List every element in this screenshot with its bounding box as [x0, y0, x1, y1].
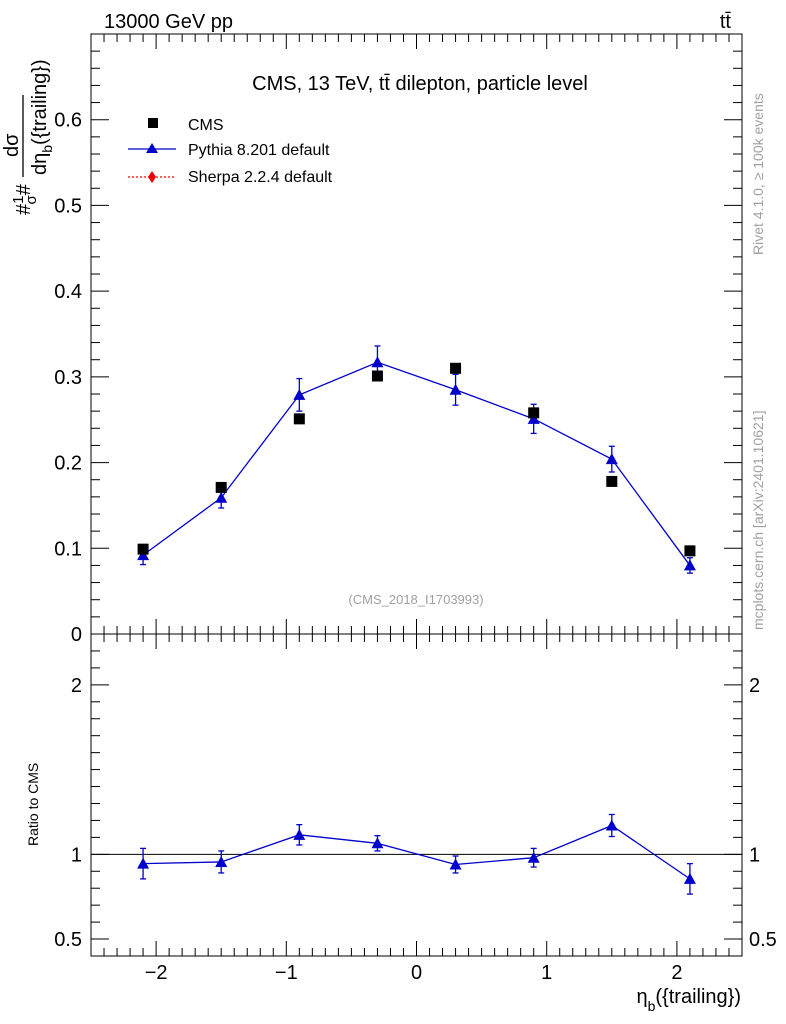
- cms-point: [215, 481, 227, 493]
- cms-point: [137, 543, 149, 555]
- ratio-line: [143, 824, 691, 880]
- cms-point: [684, 545, 696, 557]
- legend-cms-marker: [148, 118, 158, 128]
- ratio-point: [293, 828, 306, 840]
- y-tick-label: 0.6: [54, 110, 82, 132]
- pythia-point: [605, 453, 618, 465]
- ratio-point: [605, 819, 618, 831]
- ratio-point: [683, 872, 696, 884]
- ratio-panel-frame: [90, 633, 743, 957]
- pythia-point: [449, 383, 462, 395]
- svg-text:dηb({trailing}): dηb({trailing}): [29, 59, 55, 175]
- y-tick-label: 0.3: [54, 367, 82, 389]
- ratio-point: [137, 857, 150, 869]
- y-tick-label: 0.5: [54, 195, 82, 217]
- y-tick-label: 0.2: [54, 453, 82, 475]
- legend-cms-label: CMS: [188, 117, 224, 134]
- pythia-point: [215, 491, 228, 503]
- ratio-y-tick-label: 2: [71, 675, 82, 697]
- ratio-y-tick-label: 0.5: [54, 929, 82, 951]
- ratio-point: [527, 851, 540, 863]
- cms-point: [450, 362, 462, 374]
- ratio-point: [371, 837, 384, 849]
- y-tick-label: 0.4: [54, 281, 82, 303]
- energy-label: 13000 GeV pp: [104, 11, 233, 33]
- ratio-y-tick-label: 1: [71, 844, 82, 866]
- ratio-point: [215, 855, 228, 867]
- svg-text:#1σ#: #1σ#: [10, 183, 40, 215]
- ratio-y-tick-label-right: 2: [749, 675, 760, 697]
- y-tick-label: 0.1: [54, 538, 82, 560]
- pythia-point: [293, 388, 306, 400]
- main-title: CMS, 13 TeV, tt̄ dilepton, particle leve…: [252, 73, 588, 95]
- cms-point: [528, 407, 540, 419]
- x-tick-label: 1: [541, 962, 552, 984]
- legend: CMS Pythia 8.201 default Sherpa 2.2.4 de…: [128, 117, 333, 186]
- x-tick-label: 2: [671, 962, 682, 984]
- legend-sherpa-marker: [148, 171, 156, 183]
- process-label: tt̄: [720, 11, 732, 33]
- axes-ticks: −2 −1 0 1 2 0 0.1 0.2 0.3 0.4 0.5 0.6 0.5 0.5 1 1 2 2: [54, 33, 777, 984]
- analysis-watermark: (CMS_2018_I1703993): [348, 592, 483, 607]
- main-ylabel: #1σ# dσ dηb({trailing}): [1, 59, 55, 215]
- mcplots-label: mcplots.cern.ch [arXiv:2401.10621]: [750, 411, 766, 630]
- legend-pythia-label: Pythia 8.201 default: [188, 142, 330, 159]
- x-tick-label: 0: [411, 962, 422, 984]
- x-tick-label: −1: [275, 962, 298, 984]
- svg-text:dσ: dσ: [1, 133, 23, 157]
- pythia-point: [371, 356, 384, 368]
- y-tick-label: 0: [71, 624, 82, 646]
- rivet-label: Rivet 4.1.0, ≥ 100k events: [750, 93, 766, 255]
- pythia-line: [142, 361, 691, 566]
- pythia-point: [683, 559, 696, 571]
- data-marks: [91, 345, 742, 895]
- xlabel: ηb({trailing}): [636, 986, 741, 1014]
- x-tick-label: −2: [145, 962, 168, 984]
- ratio-point: [449, 858, 462, 870]
- legend-pythia-marker: [146, 143, 158, 153]
- cms-point: [293, 413, 305, 425]
- ratio-y-tick-label-right: 0.5: [749, 929, 777, 951]
- cms-point: [371, 370, 383, 382]
- cms-point: [606, 475, 618, 487]
- ratio-y-tick-label-right: 1: [749, 844, 760, 866]
- ratio-ylabel: Ratio to CMS: [25, 763, 41, 846]
- legend-sherpa-label: Sherpa 2.2.4 default: [188, 169, 333, 186]
